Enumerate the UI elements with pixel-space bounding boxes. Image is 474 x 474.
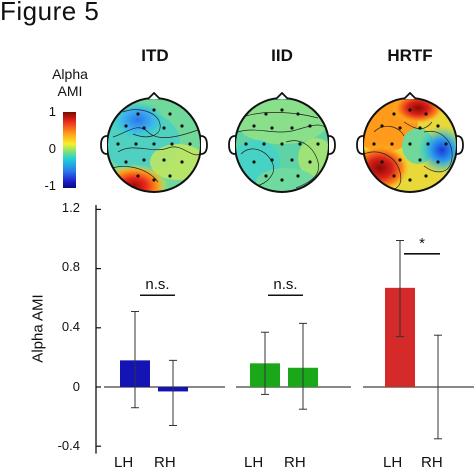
significance-label: n.s. (273, 276, 297, 293)
panel-title-itd: ITD (141, 46, 169, 65)
y-tick-label: 0 (72, 379, 80, 394)
topomap-iid (228, 92, 336, 193)
y-tick-label: 0.8 (61, 259, 80, 274)
x-tick-label: RH (154, 454, 176, 471)
colorbar-title-line2: AMI (57, 83, 83, 99)
colorbar (63, 112, 76, 188)
panel-title-iid: IID (271, 46, 293, 65)
colorbar-tick-zero: 0 (48, 141, 56, 156)
figure-title: Figure 5 (0, 0, 100, 26)
significance-label: n.s. (145, 276, 169, 293)
colorbar-tick-max: 1 (48, 104, 56, 119)
panel-title-hrtf: HRTF (387, 46, 433, 65)
x-tick-label: LH (114, 454, 133, 471)
colorbar-title-line1: Alpha (52, 66, 88, 82)
y-tick-label: 0.4 (61, 319, 80, 334)
x-tick-label: RH (284, 454, 306, 471)
colorbar-title: Alpha AMI (40, 66, 100, 100)
y-tick-label: 1.2 (61, 200, 80, 215)
y-tick-label: -0.4 (57, 438, 80, 453)
topomap-hrtf (356, 92, 464, 193)
x-tick-label: LH (383, 454, 402, 471)
significance-label: * (419, 235, 425, 252)
colorbar-tick-min: -1 (44, 178, 56, 193)
x-tick-label: LH (244, 454, 263, 471)
topomap-itd (100, 92, 208, 193)
x-tick-label: RH (421, 454, 443, 471)
